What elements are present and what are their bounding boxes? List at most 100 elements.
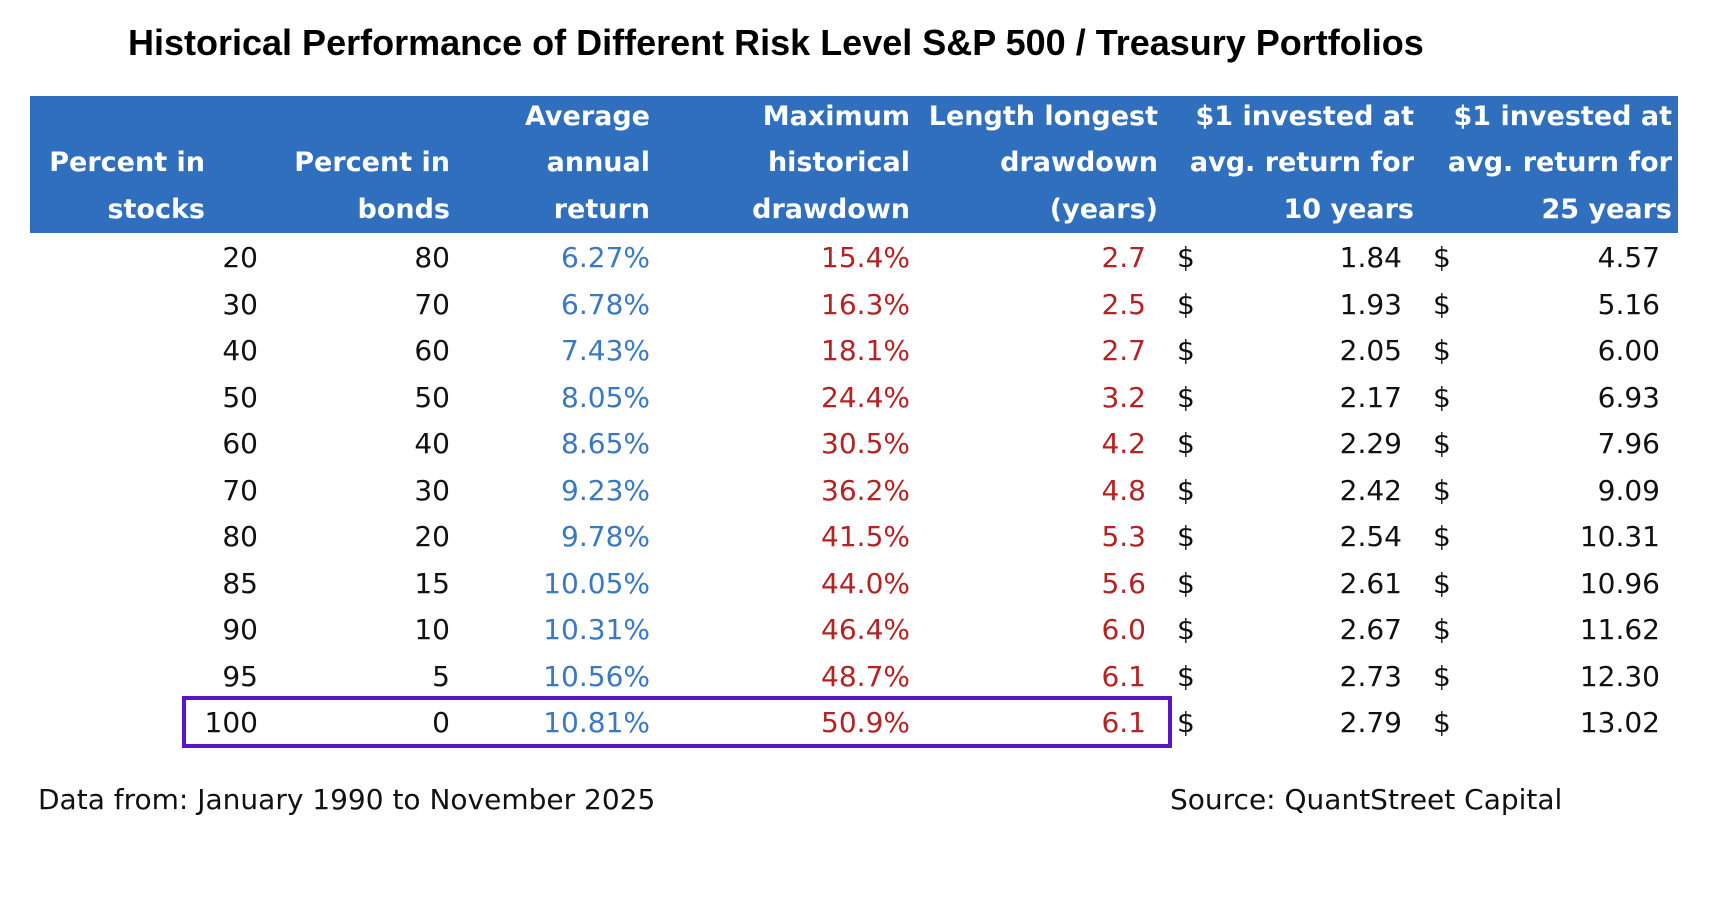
table-row: 80 20 9.78% 41.5% 5.3 2.54 10.31 $ $ xyxy=(30,512,1678,559)
cell-value-25y: 12.30 xyxy=(1579,659,1660,693)
currency-symbol-10y: $ xyxy=(1177,566,1195,600)
table-row: 90 10 10.31% 46.4% 6.0 2.67 11.62 $ $ xyxy=(30,605,1678,652)
currency-symbol-25y: $ xyxy=(1433,566,1451,600)
cell-bonds: 20 xyxy=(414,520,450,553)
cell-bonds: 80 xyxy=(414,241,450,274)
page-title: Historical Performance of Different Risk… xyxy=(128,22,1424,63)
cell-bonds: 60 xyxy=(414,334,450,367)
cell-return: 9.78% xyxy=(561,520,650,553)
cell-value-25y: 6.00 xyxy=(1597,334,1660,367)
cell-value-10y: 2.17 xyxy=(1339,380,1402,414)
table-row: 70 30 9.23% 36.2% 4.8 2.42 9.09 $ $ xyxy=(30,466,1678,513)
header-line: historical xyxy=(767,147,910,178)
currency-symbol-25y: $ xyxy=(1433,706,1451,739)
header-line: Percent in xyxy=(49,147,205,178)
cell-value-10y: 2.29 xyxy=(1339,427,1402,460)
portfolio-table: Percent in stocks Percent in bonds Average an… xyxy=(30,96,1678,745)
cell-length: 4.2 xyxy=(1101,427,1146,460)
table-row: 85 15 10.05% 44.0% 5.6 2.61 10.96 $ $ xyxy=(30,559,1678,606)
header-bonds: Percent in bonds xyxy=(211,96,450,233)
currency-symbol-25y: $ xyxy=(1433,520,1451,553)
currency-symbol-10y: $ xyxy=(1177,473,1195,507)
currency-symbol-10y: $ xyxy=(1177,613,1195,646)
cell-value-10y: 2.73 xyxy=(1339,659,1402,693)
cell-length: 2.5 xyxy=(1101,287,1146,321)
cell-drawdown: 48.7% xyxy=(821,659,910,693)
cell-drawdown: 44.0% xyxy=(821,566,910,600)
cell-return: 10.05% xyxy=(543,566,650,600)
cell-value-25y: 5.16 xyxy=(1597,287,1660,321)
cell-stocks: 30 xyxy=(222,287,258,321)
table-row: 40 60 7.43% 18.1% 2.7 2.05 6.00 $ $ xyxy=(30,326,1678,373)
cell-stocks: 80 xyxy=(222,520,258,553)
cell-value-10y: 1.84 xyxy=(1339,241,1402,274)
cell-bonds: 30 xyxy=(414,473,450,507)
currency-symbol-25y: $ xyxy=(1433,287,1451,321)
cell-value-10y: 2.54 xyxy=(1339,520,1402,553)
currency-symbol-10y: $ xyxy=(1177,287,1195,321)
table-row: 20 80 6.27% 15.4% 2.7 1.84 4.57 $ $ xyxy=(30,233,1678,280)
cell-length: 5.3 xyxy=(1101,520,1146,553)
cell-bonds: 10 xyxy=(414,613,450,646)
header-value-25y: $1 invested at avg. return for 25 years xyxy=(1420,96,1672,233)
currency-symbol-25y: $ xyxy=(1433,473,1451,507)
header-line: annual xyxy=(546,147,650,178)
cell-return: 9.23% xyxy=(561,473,650,507)
table-body: 20 80 6.27% 15.4% 2.7 1.84 4.57 $ $30 70 6.78% 16.3… xyxy=(30,233,1678,745)
cell-value-10y: 2.61 xyxy=(1339,566,1402,600)
cell-stocks: 40 xyxy=(222,334,258,367)
cell-bonds: 15 xyxy=(414,566,450,600)
cell-drawdown: 36.2% xyxy=(821,473,910,507)
table-row: 95 5 10.56% 48.7% 6.1 2.73 12.30 $ $ xyxy=(30,652,1678,699)
cell-stocks: 85 xyxy=(222,566,258,600)
header-value-10y: $1 invested at avg. return for 10 years xyxy=(1164,96,1414,233)
currency-symbol-10y: $ xyxy=(1177,659,1195,693)
cell-drawdown: 15.4% xyxy=(821,241,910,274)
cell-value-25y: 13.02 xyxy=(1579,706,1660,739)
header-line: Percent in xyxy=(294,147,450,178)
header-line: avg. return for xyxy=(1447,147,1672,178)
currency-symbol-10y: $ xyxy=(1177,427,1195,460)
header-line: Length longest xyxy=(928,100,1158,132)
header-length: Length longest drawdown (years) xyxy=(916,96,1158,233)
header-line: 10 years xyxy=(1283,193,1415,225)
cell-value-25y: 6.93 xyxy=(1597,380,1660,414)
header-stocks: Percent in stocks xyxy=(30,96,205,233)
cell-return: 8.65% xyxy=(561,427,650,460)
table-row: 30 70 6.78% 16.3% 2.5 1.93 5.16 $ $ xyxy=(30,280,1678,327)
currency-symbol-25y: $ xyxy=(1433,427,1451,460)
currency-symbol-25y: $ xyxy=(1433,380,1451,414)
cell-drawdown: 24.4% xyxy=(821,380,910,414)
cell-value-10y: 2.42 xyxy=(1339,473,1402,507)
cell-stocks: 100 xyxy=(204,706,258,739)
currency-symbol-10y: $ xyxy=(1177,334,1195,367)
cell-length: 3.2 xyxy=(1101,380,1146,414)
currency-symbol-10y: $ xyxy=(1177,241,1195,274)
header-line: Maximum xyxy=(762,100,910,132)
header-line: $1 invested at xyxy=(1453,100,1672,132)
header-line: 25 years xyxy=(1541,193,1673,225)
cell-drawdown: 30.5% xyxy=(821,427,910,460)
header-line: (years) xyxy=(1049,193,1158,225)
cell-value-10y: 1.93 xyxy=(1339,287,1402,321)
cell-return: 7.43% xyxy=(561,334,650,367)
cell-length: 4.8 xyxy=(1101,473,1146,507)
cell-value-10y: 2.79 xyxy=(1339,706,1402,739)
cell-drawdown: 16.3% xyxy=(821,287,910,321)
cell-value-25y: 4.57 xyxy=(1597,241,1660,274)
highlighted-row-box xyxy=(182,696,1172,748)
cell-stocks: 20 xyxy=(222,241,258,274)
currency-symbol-25y: $ xyxy=(1433,241,1451,274)
cell-stocks: 95 xyxy=(222,659,258,693)
cell-stocks: 90 xyxy=(222,613,258,646)
cell-bonds: 0 xyxy=(432,706,450,739)
header-line: drawdown xyxy=(1000,147,1158,178)
currency-symbol-10y: $ xyxy=(1177,380,1195,414)
table-row: 60 40 8.65% 30.5% 4.2 2.29 7.96 $ $ xyxy=(30,419,1678,466)
cell-value-25y: 10.96 xyxy=(1579,566,1660,600)
table-header: Percent in stocks Percent in bonds Average an… xyxy=(30,96,1678,233)
currency-symbol-10y: $ xyxy=(1177,706,1195,739)
cell-bonds: 40 xyxy=(414,427,450,460)
cell-bonds: 70 xyxy=(414,287,450,321)
cell-return: 10.81% xyxy=(543,706,650,739)
